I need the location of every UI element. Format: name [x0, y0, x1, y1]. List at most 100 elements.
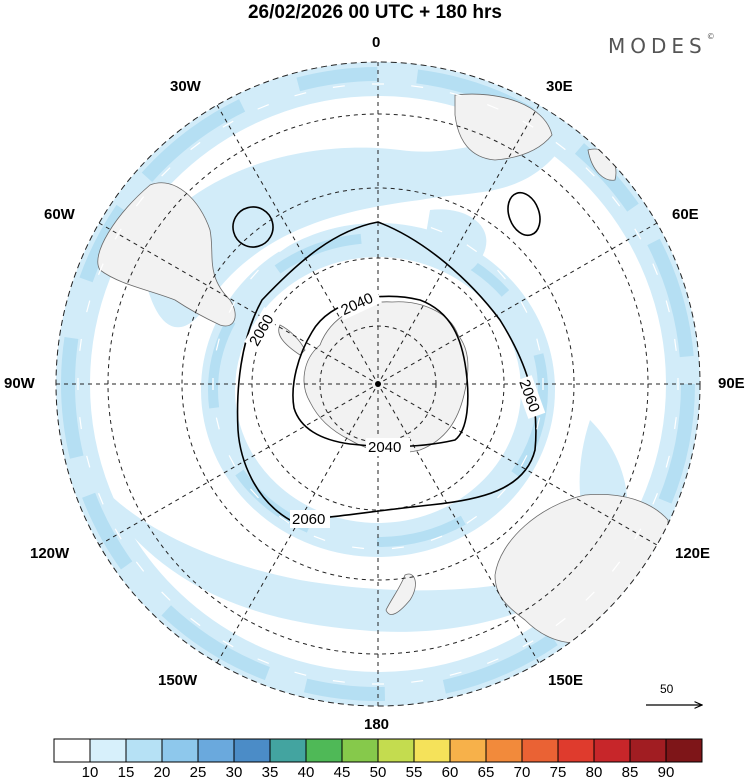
- wind-arrow: [215, 338, 220, 351]
- colorbar-swatch: [53, 738, 91, 763]
- lon-label-90w: 90W: [4, 375, 35, 392]
- wind-arrow: [294, 92, 307, 97]
- wind-arrow: [135, 561, 145, 572]
- colorbar-tick-label: 35: [261, 764, 279, 781]
- height-contours: [232, 191, 541, 521]
- wind-arrow: [294, 671, 307, 676]
- wind-arrow: [520, 301, 528, 313]
- wind-patch-south: [80, 460, 600, 632]
- wind-arrow: [352, 546, 365, 550]
- colorbar-swatch: [161, 738, 199, 763]
- antarctic-peninsula: [278, 324, 306, 356]
- colorbar-swatch: [665, 738, 703, 763]
- wind-arrow: [79, 417, 82, 430]
- wind-arrow: [652, 263, 659, 275]
- colorbar-tick-label: 55: [405, 764, 423, 781]
- colorbar-swatch: [197, 738, 235, 763]
- wind-arrow: [487, 103, 499, 110]
- wind-arrow: [536, 417, 541, 430]
- reference-vector-label: 50: [660, 682, 674, 696]
- wind-arrow: [497, 488, 506, 499]
- contour-2060: [236, 221, 537, 521]
- wind-arrow: [652, 493, 659, 505]
- colorbar-swatch: [305, 738, 343, 763]
- wind-arrow: [190, 617, 201, 627]
- contour-small-east: [507, 191, 541, 237]
- colorbar-tick-label: 90: [657, 764, 675, 781]
- wind-arrow: [190, 141, 201, 151]
- wind-arrow: [114, 528, 122, 540]
- lon-label-150w: 150W: [158, 672, 198, 689]
- colorbar-tick-label: 15: [117, 764, 135, 781]
- wind-arrow: [520, 455, 528, 467]
- colorbar-tick-label: 60: [441, 764, 459, 781]
- wind-shading: [56, 62, 700, 706]
- colorbar-swatch: [377, 738, 415, 763]
- colorbar-swatch: [233, 738, 271, 763]
- colorbar-swatch: [269, 738, 307, 763]
- wind-arrow: [634, 528, 642, 540]
- wind-arrow: [665, 300, 670, 313]
- colorbar-tick-label: 75: [549, 764, 567, 781]
- wind-vectors: [77, 83, 679, 685]
- wind-arrow: [674, 338, 677, 351]
- wind-arrow: [449, 92, 462, 97]
- contour-small-west: [232, 206, 274, 248]
- new-zealand: [385, 573, 416, 615]
- wind-arrow: [466, 515, 478, 524]
- wind-arrow: [611, 561, 621, 572]
- modes-logo: MODES©: [608, 32, 715, 58]
- wind-arrow: [313, 535, 326, 541]
- wind-arrow: [466, 244, 478, 253]
- brand-text: MODES: [608, 34, 707, 58]
- wind-arrow: [257, 658, 269, 665]
- wind-arrow: [611, 196, 621, 207]
- wind-arrow: [430, 535, 443, 541]
- lon-label-90e: 90E: [718, 375, 745, 392]
- wind-arrow: [97, 263, 104, 275]
- lon-label-0: 0: [372, 34, 381, 51]
- colorbar-swatch: [89, 738, 127, 763]
- wind-arrow: [257, 103, 269, 110]
- wind-patch-north: [140, 138, 560, 328]
- lon-label-60e: 60E: [672, 206, 699, 223]
- wind-arrow: [215, 417, 220, 430]
- wind-arrow: [411, 680, 424, 683]
- wind-arrow: [86, 455, 91, 468]
- colorbar-tick-label: 80: [585, 764, 603, 781]
- colorbar-tick-label: 40: [297, 764, 315, 781]
- wind-arrow: [522, 120, 534, 128]
- wind-arrow: [536, 338, 541, 351]
- colorbar: [53, 738, 703, 763]
- wind-arrow: [250, 269, 259, 280]
- wind-arrow: [674, 417, 677, 430]
- wind-arrow: [97, 493, 104, 505]
- wind-arrow: [391, 546, 404, 550]
- wind-arrow: [585, 591, 595, 601]
- wind-arrow: [487, 658, 499, 665]
- wind-arrow: [585, 167, 595, 177]
- wind-arrow: [449, 671, 462, 676]
- south-pole-marker: [375, 381, 381, 387]
- land-masses: [97, 93, 669, 644]
- colorbar-swatch: [629, 738, 667, 763]
- wind-arrow: [135, 196, 145, 207]
- lon-label-180: 180: [364, 716, 390, 733]
- wind-arrow: [86, 300, 91, 313]
- wind-arrow: [278, 244, 290, 253]
- wind-arrow: [222, 640, 234, 648]
- wind-arrow: [222, 120, 234, 128]
- south-america: [97, 182, 236, 327]
- wind-arrow: [79, 338, 82, 351]
- wind-arrow: [250, 488, 259, 499]
- wind-arrow: [555, 617, 566, 627]
- wind-arrow: [332, 85, 345, 88]
- wind-arrow: [391, 218, 404, 222]
- africa: [454, 93, 553, 161]
- wind-arrow: [665, 455, 670, 468]
- wind-arrow: [332, 680, 345, 683]
- colorbar-tick-label: 65: [477, 764, 495, 781]
- wind-arrow: [522, 640, 534, 648]
- wind-arrow: [114, 228, 122, 240]
